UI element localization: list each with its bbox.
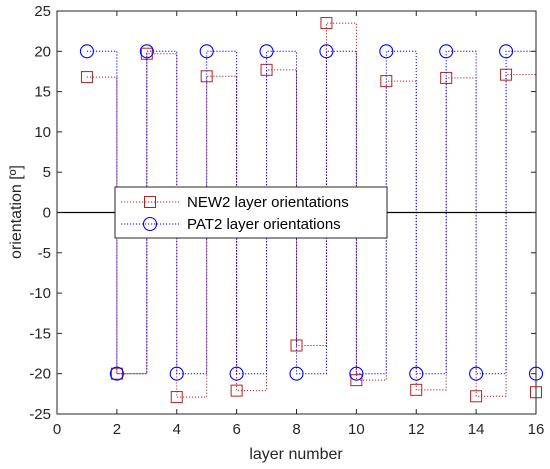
y-tick-label: 20	[34, 43, 51, 60]
data-point-circle	[409, 366, 424, 381]
x-tick-label: 6	[232, 421, 240, 438]
x-axis-label: layer number	[249, 446, 343, 463]
y-tick-label: 5	[43, 164, 51, 181]
data-point-circle	[439, 44, 454, 59]
y-tick-label: 25	[34, 3, 51, 20]
x-tick-label: 14	[468, 421, 485, 438]
data-point-circle	[229, 366, 244, 381]
y-tick-label: -25	[29, 406, 51, 423]
data-point-square	[230, 384, 243, 397]
y-tick-label: -15	[29, 325, 51, 342]
legend: NEW2 layer orientations PAT2 layer orient…	[114, 186, 388, 239]
data-point-circle	[169, 366, 184, 381]
legend-label: NEW2 layer orientations	[187, 194, 349, 211]
x-tick-label: 12	[408, 421, 425, 438]
data-point-circle	[499, 44, 514, 59]
legend-label: PAT2 layer orientations	[187, 216, 341, 233]
data-point-circle	[139, 44, 154, 59]
x-tick-label: 4	[173, 421, 181, 438]
series-line	[86, 50, 537, 375]
data-point-square	[80, 71, 93, 84]
data-point-circle	[289, 366, 304, 381]
data-point-circle	[319, 44, 334, 59]
data-point-circle	[79, 44, 94, 59]
data-point-circle	[109, 366, 124, 381]
data-point-circle	[379, 44, 394, 59]
data-point-square	[320, 17, 333, 30]
data-point-square	[350, 374, 363, 387]
data-point-circle	[469, 366, 484, 381]
y-axis-label: orientation [º]	[8, 165, 25, 259]
y-tick-label: -5	[38, 245, 51, 262]
data-point-square	[170, 391, 183, 404]
y-tick-label: -10	[29, 285, 51, 302]
series-layer	[79, 17, 544, 404]
tick-labels: 0 2 4 6 8 10 12 14 16 -25 -20 -15 -10 -5 0 5 10 15 20 25	[29, 3, 544, 438]
legend-box	[114, 186, 388, 239]
data-point-square	[470, 390, 483, 403]
x-tick-label: 2	[113, 421, 121, 438]
y-tick-label: 15	[34, 84, 51, 101]
legend-marker-circle	[142, 216, 158, 232]
data-point-square	[410, 383, 423, 396]
legend-marker-square	[144, 196, 156, 208]
x-tick-label: 0	[53, 421, 61, 438]
y-tick-label: 0	[43, 205, 51, 222]
data-point-square	[290, 339, 303, 352]
x-tick-label: 8	[292, 421, 300, 438]
y-tick-label: -20	[29, 366, 51, 383]
data-point-circle	[349, 366, 364, 381]
y-tick-label: 10	[34, 124, 51, 141]
data-point-circle	[199, 44, 214, 59]
x-tick-label: 16	[528, 421, 545, 438]
data-point-circle	[259, 44, 274, 59]
x-tick-label: 10	[348, 421, 365, 438]
